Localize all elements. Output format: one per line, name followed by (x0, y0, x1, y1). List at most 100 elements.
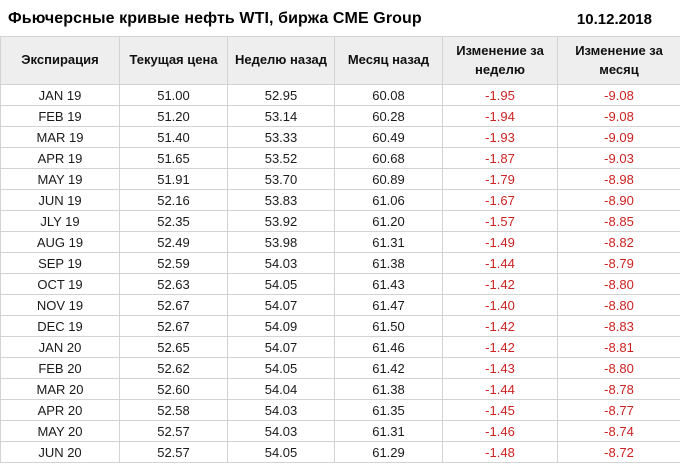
value-cell: 54.03 (227, 252, 335, 274)
value-cell: 60.68 (334, 147, 443, 169)
expiration-cell: FEB 20 (0, 357, 120, 379)
value-cell: -1.44 (442, 378, 558, 400)
value-cell: 61.35 (334, 399, 443, 421)
table-row: APR 19 51.65 53.52 60.68 -1.87 -9.03 (0, 147, 680, 169)
value-cell: 51.20 (119, 105, 228, 127)
value-cell: 61.20 (334, 210, 443, 232)
value-cell: 52.49 (119, 231, 228, 253)
value-cell: 51.00 (119, 84, 228, 106)
expiration-cell: APR 19 (0, 147, 120, 169)
value-cell: 51.91 (119, 168, 228, 190)
value-cell: 61.46 (334, 336, 443, 358)
value-cell: 51.40 (119, 126, 228, 148)
table-header-row: Экспирация Текущая цена Неделю назад Месяц … (0, 36, 680, 85)
value-cell: 61.42 (334, 357, 443, 379)
table-row: JAN 19 51.00 52.95 60.08 -1.95 -9.08 (0, 84, 680, 106)
value-cell: -8.80 (557, 294, 680, 316)
expiration-cell: JUN 20 (0, 441, 120, 463)
value-cell: -8.74 (557, 420, 680, 442)
futures-table: Экспирация Текущая цена Неделю назад Месяц … (0, 36, 680, 463)
value-cell: -8.72 (557, 441, 680, 463)
value-cell: 60.89 (334, 168, 443, 190)
value-cell: 54.05 (227, 273, 335, 295)
value-cell: 54.07 (227, 294, 335, 316)
value-cell: 51.65 (119, 147, 228, 169)
value-cell: 60.08 (334, 84, 443, 106)
value-cell: 61.47 (334, 294, 443, 316)
value-cell: -1.87 (442, 147, 558, 169)
page-title: Фьючерсные кривые нефть WTI, биржа CME G… (8, 10, 422, 27)
expiration-cell: OCT 19 (0, 273, 120, 295)
value-cell: 52.67 (119, 294, 228, 316)
value-cell: 53.70 (227, 168, 335, 190)
value-cell: -1.45 (442, 399, 558, 421)
expiration-cell: AUG 19 (0, 231, 120, 253)
table-row: AUG 19 52.49 53.98 61.31 -1.49 -8.82 (0, 231, 680, 253)
table-row: JAN 20 52.65 54.07 61.46 -1.42 -8.81 (0, 336, 680, 358)
value-cell: 52.35 (119, 210, 228, 232)
table-row: FEB 20 52.62 54.05 61.42 -1.43 -8.80 (0, 357, 680, 379)
value-cell: -9.08 (557, 84, 680, 106)
value-cell: -1.42 (442, 336, 558, 358)
value-cell: 52.63 (119, 273, 228, 295)
table-row: NOV 19 52.67 54.07 61.47 -1.40 -8.80 (0, 294, 680, 316)
value-cell: -9.03 (557, 147, 680, 169)
titlebar: Фьючерсные кривые нефть WTI, биржа CME G… (0, 0, 680, 36)
table-row: MAY 19 51.91 53.70 60.89 -1.79 -8.98 (0, 168, 680, 190)
value-cell: -8.79 (557, 252, 680, 274)
value-cell: -1.46 (442, 420, 558, 442)
table-row: MAR 19 51.40 53.33 60.49 -1.93 -9.09 (0, 126, 680, 148)
table-row: MAR 20 52.60 54.04 61.38 -1.44 -8.78 (0, 378, 680, 400)
value-cell: -1.79 (442, 168, 558, 190)
value-cell: 54.05 (227, 441, 335, 463)
report-date: 10.12.2018 (576, 10, 652, 28)
table-row: JUN 19 52.16 53.83 61.06 -1.67 -8.90 (0, 189, 680, 211)
column-header-4: Месяц назад (334, 36, 443, 85)
value-cell: 61.38 (334, 378, 443, 400)
value-cell: -1.93 (442, 126, 558, 148)
value-cell: 53.14 (227, 105, 335, 127)
expiration-cell: JLY 19 (0, 210, 120, 232)
value-cell: -8.85 (557, 210, 680, 232)
value-cell: 54.09 (227, 315, 335, 337)
value-cell: -1.57 (442, 210, 558, 232)
value-cell: 52.58 (119, 399, 228, 421)
table-row: DEC 19 52.67 54.09 61.50 -1.42 -8.83 (0, 315, 680, 337)
value-cell: 53.83 (227, 189, 335, 211)
value-cell: 61.29 (334, 441, 443, 463)
expiration-cell: JAN 19 (0, 84, 120, 106)
table-row: JUN 20 52.57 54.05 61.29 -1.48 -8.72 (0, 441, 680, 463)
column-header-2: Текущая цена (119, 36, 228, 85)
column-header-3: Неделю назад (227, 36, 335, 85)
value-cell: 53.98 (227, 231, 335, 253)
value-cell: -8.77 (557, 399, 680, 421)
table-row: SEP 19 52.59 54.03 61.38 -1.44 -8.79 (0, 252, 680, 274)
value-cell: 54.03 (227, 399, 335, 421)
value-cell: 54.04 (227, 378, 335, 400)
value-cell: -1.95 (442, 84, 558, 106)
column-header-6: Изменение за месяц (557, 36, 680, 85)
value-cell: -9.09 (557, 126, 680, 148)
expiration-cell: JAN 20 (0, 336, 120, 358)
value-cell: -1.48 (442, 441, 558, 463)
expiration-cell: NOV 19 (0, 294, 120, 316)
value-cell: 52.67 (119, 315, 228, 337)
value-cell: -1.44 (442, 252, 558, 274)
value-cell: 53.52 (227, 147, 335, 169)
table-row: APR 20 52.58 54.03 61.35 -1.45 -8.77 (0, 399, 680, 421)
value-cell: -8.80 (557, 357, 680, 379)
value-cell: -8.82 (557, 231, 680, 253)
value-cell: -8.90 (557, 189, 680, 211)
value-cell: 54.03 (227, 420, 335, 442)
expiration-cell: APR 20 (0, 399, 120, 421)
value-cell: 54.05 (227, 357, 335, 379)
column-header-1: Экспирация (0, 36, 120, 85)
value-cell: -8.78 (557, 378, 680, 400)
value-cell: 52.16 (119, 189, 228, 211)
value-cell: 61.38 (334, 252, 443, 274)
value-cell: 61.43 (334, 273, 443, 295)
expiration-cell: MAY 19 (0, 168, 120, 190)
value-cell: 60.49 (334, 126, 443, 148)
value-cell: 52.57 (119, 420, 228, 442)
value-cell: 61.31 (334, 231, 443, 253)
